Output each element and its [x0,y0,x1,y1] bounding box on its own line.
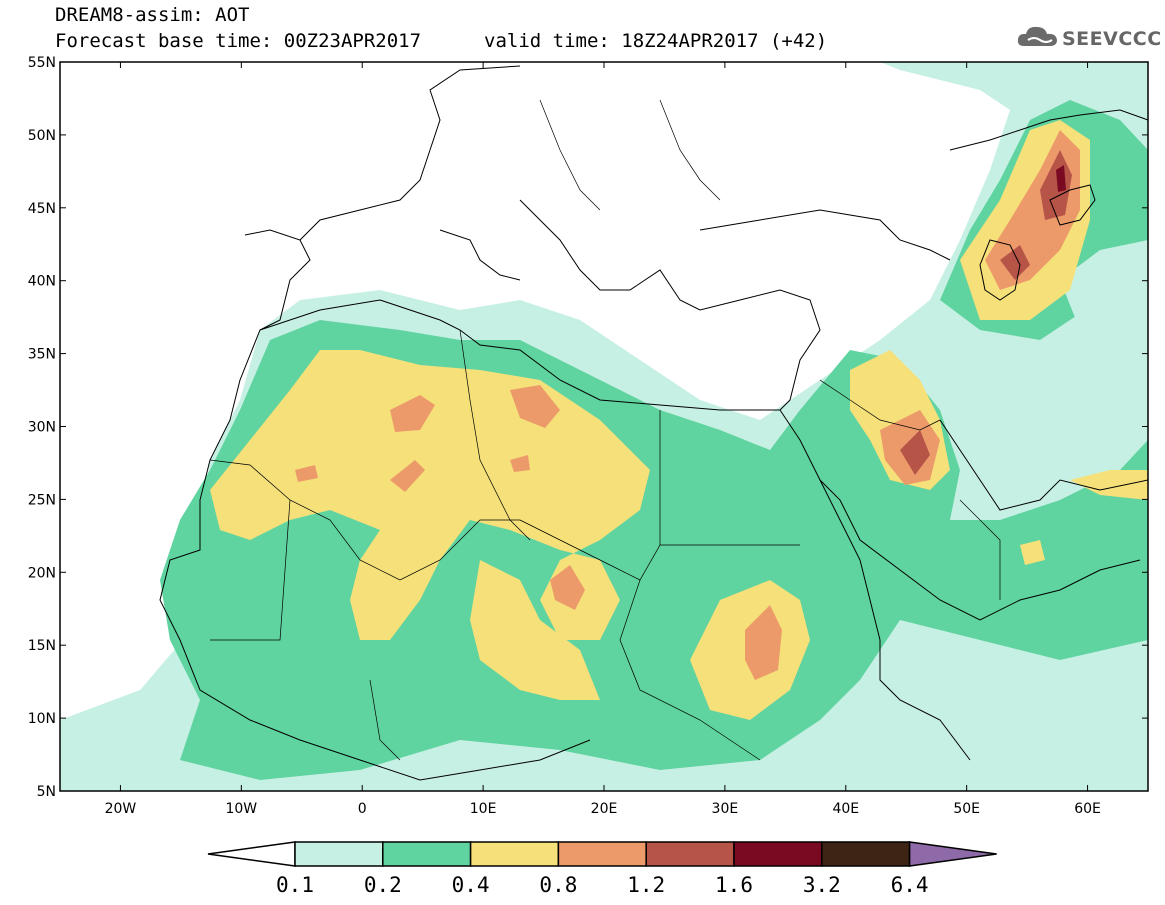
colorbar-swatch [645,841,735,867]
colorbar-label: 0.8 [539,873,577,897]
lon-label: 20E [591,801,618,817]
colorbar-label: 1.6 [715,873,753,897]
colorbar-label: 0.2 [364,873,402,897]
forecast-base-time: Forecast base time: 00Z23APR2017 [55,30,422,52]
colorbar-swatch [733,841,823,867]
lon-label: 60E [1074,801,1101,817]
colorbar-label: 0.1 [276,873,314,897]
colorbar-label: 3.2 [803,873,841,897]
colorbar-swatch [294,841,384,867]
lon-label: 10E [470,801,497,817]
colorbar-swatch [821,841,911,867]
logo-text: SEEVCCC [1062,28,1162,50]
colorbar-swatch [557,841,647,867]
lon-label: 20W [105,801,137,817]
lat-label: 50N [28,128,56,144]
colorbar-swatch [469,841,560,867]
colorbar-under-triangle [207,841,296,867]
aot-field [60,62,1148,791]
lat-label: 20N [28,565,56,581]
lat-label: 10N [28,711,56,727]
colorbar-over-triangle [908,841,997,867]
lat-label: 40N [28,274,56,290]
lon-label: 0 [358,801,367,817]
colorbar-label: 0.4 [452,873,490,897]
cloud-icon [1017,26,1057,46]
lat-label: 30N [28,420,56,436]
lat-label: 55N [28,55,56,71]
colorbar: 0.1 0.2 0.4 0.8 1.2 1.6 3.2 6.4 [207,841,997,897]
lon-label: 50E [953,801,980,817]
colorbar-label: 6.4 [891,873,929,897]
colorbar-swatch [382,841,472,867]
lon-label: 30E [712,801,739,817]
seevccc-logo: SEEVCCC [1016,22,1161,58]
colorbar-label: 1.2 [627,873,665,897]
chart-title: DREAM8-assim: AOT [55,4,250,26]
lat-label: 15N [28,638,56,654]
lat-label: 45N [28,201,56,217]
valid-time: valid time: 18Z24APR2017 (+42) [484,30,828,52]
country-borders [209,99,1001,761]
lat-label: 35N [28,347,56,363]
lon-label: 40E [832,801,859,817]
coastlines [159,65,1148,781]
lon-label: 10W [225,801,257,817]
lat-label: 5N [37,784,56,800]
lat-label: 25N [28,492,56,508]
latitude-axis: 55N 50N 45N 40N 35N 30N 25N 20N 15N 10N 5N [28,55,1148,800]
longitude-axis: 20W 10W 0 10E 20E 30E 40E 50E 60E [105,62,1101,817]
